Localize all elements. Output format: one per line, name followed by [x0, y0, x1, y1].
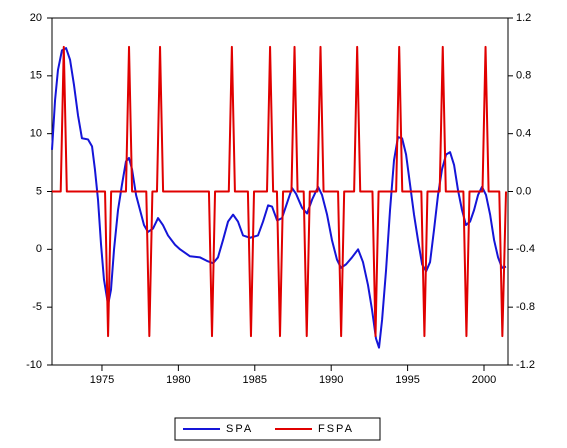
y-tick-label: 5 — [36, 185, 42, 197]
x-tick-label: 1990 — [319, 374, 343, 386]
y2-tick-label: 0.8 — [516, 70, 531, 82]
y-tick-label: -10 — [26, 359, 42, 371]
y-tick-label: -5 — [32, 301, 42, 313]
y2-tick-label: 1.2 — [516, 12, 531, 24]
legend-label: SPA — [226, 423, 253, 435]
y-tick-label: 20 — [30, 12, 42, 24]
y2-tick-label: -0.4 — [516, 243, 535, 255]
y2-tick-label: -0.8 — [516, 301, 535, 313]
legend-label: FSPA — [318, 423, 354, 435]
x-tick-label: 1985 — [243, 374, 267, 386]
x-tick-label: 1995 — [395, 374, 419, 386]
x-tick-label: 1980 — [166, 374, 190, 386]
y-tick-label: 10 — [30, 128, 42, 140]
y2-tick-label: 0.4 — [516, 128, 531, 140]
series-line — [52, 45, 508, 338]
y2-tick-label: -1.2 — [516, 359, 535, 371]
y2-tick-label: 0.0 — [516, 185, 531, 197]
y-tick-label: 0 — [36, 243, 42, 255]
x-tick-label: 2000 — [472, 374, 496, 386]
x-tick-label: 1975 — [90, 374, 114, 386]
y-tick-label: 15 — [30, 70, 42, 82]
